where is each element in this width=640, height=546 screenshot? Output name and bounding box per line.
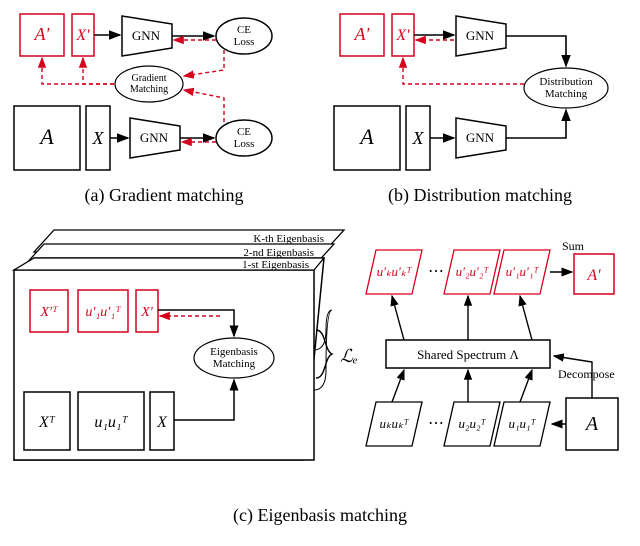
- c-right-dots-top: ⋯: [428, 263, 444, 280]
- c-Le: ℒₑ: [340, 346, 358, 366]
- c-right-decompose: Decompose: [558, 367, 615, 381]
- c-right-dots-bot: ⋯: [428, 415, 444, 432]
- b-gnn-top-label: GNN: [466, 28, 495, 43]
- panel-distribution-matching: A′ X′ GNN Distribution Matching A X GNN: [334, 10, 626, 175]
- c-u1u1T: u₁u₁ᵀ: [94, 414, 128, 431]
- c-right-u1u1Tpr: u′₁u′₁ᵀ: [506, 264, 540, 279]
- a-match-l2: Matching: [130, 84, 168, 95]
- c-right-uKuKTpr: u′ₖu′ₖᵀ: [377, 264, 413, 279]
- a-match-l1: Gradient: [132, 73, 167, 84]
- a-ce-top-l2: Loss: [234, 36, 255, 48]
- c-match-l1: Eigenbasis: [210, 346, 258, 358]
- c-XT: Xᵀ: [38, 414, 56, 431]
- panel-eigenbasis-matching: K-th Eigenbasis 2-nd Eigenbasis 1-st Eig…: [14, 230, 626, 500]
- c-right-Aprime: A′: [586, 267, 601, 284]
- a-X-label: X: [92, 128, 105, 148]
- a-gnn-top-label: GNN: [132, 28, 161, 43]
- b-gnn-bot-label: GNN: [466, 130, 495, 145]
- b-match-l1: Distribution: [539, 76, 593, 88]
- c-right-A: A: [584, 413, 599, 435]
- panel-gradient-matching: A′ X′ GNN CE Loss Gradient Matching A X …: [14, 10, 314, 175]
- c-XprimeT: X′ᵀ: [39, 305, 58, 320]
- b-Aprime-label: A′: [354, 24, 371, 44]
- c-right-shared: Shared Spectrum Λ: [417, 347, 519, 362]
- figure-container: A′ X′ GNN CE Loss Gradient Matching A X …: [0, 0, 640, 546]
- caption-b: (b) Distribution matching: [334, 185, 626, 206]
- c-right-uKuKT: uₖuₖᵀ: [379, 416, 409, 431]
- c-right-sum: Sum: [562, 239, 585, 253]
- c-right-u2u2T: u₂u₂ᵀ: [458, 416, 486, 431]
- c-layer-k: K-th Eigenbasis: [253, 233, 324, 245]
- a-Aprime-label: A′: [34, 24, 51, 44]
- c-right-group: u′ₖu′ₖᵀ ⋯ u′₂u′₂ᵀ u′₁u′₁ᵀ Sum A′ Shared …: [366, 239, 618, 450]
- a-ce-bot-l2: Loss: [234, 138, 255, 150]
- c-u1u1Tprime: u′₁u′₁ᵀ: [85, 305, 121, 320]
- c-X: X: [156, 414, 168, 431]
- b-X-label: X: [412, 128, 425, 148]
- a-Xprime-label: X′: [75, 27, 90, 44]
- c-right-u2u2Tpr: u′₂u′₂ᵀ: [456, 264, 490, 279]
- c-match-l2: Matching: [213, 358, 256, 370]
- b-match-l2: Matching: [545, 88, 588, 100]
- c-right-u1u1T: u₁u₁ᵀ: [508, 416, 536, 431]
- a-gnn-bot-label: GNN: [140, 130, 169, 145]
- caption-a: (a) Gradient matching: [14, 185, 314, 206]
- c-layer-2: 2-nd Eigenbasis: [243, 247, 314, 259]
- caption-c: (c) Eigenbasis matching: [14, 505, 626, 526]
- a-A-label: A: [38, 124, 54, 149]
- c-Xprime: X′: [140, 305, 154, 320]
- b-A-label: A: [358, 124, 374, 149]
- c-layer-1: 1-st Eigenbasis: [242, 259, 309, 271]
- b-Xprime-label: X′: [395, 27, 410, 44]
- a-ce-top-l1: CE: [237, 24, 251, 36]
- a-ce-bot-l1: CE: [237, 126, 251, 138]
